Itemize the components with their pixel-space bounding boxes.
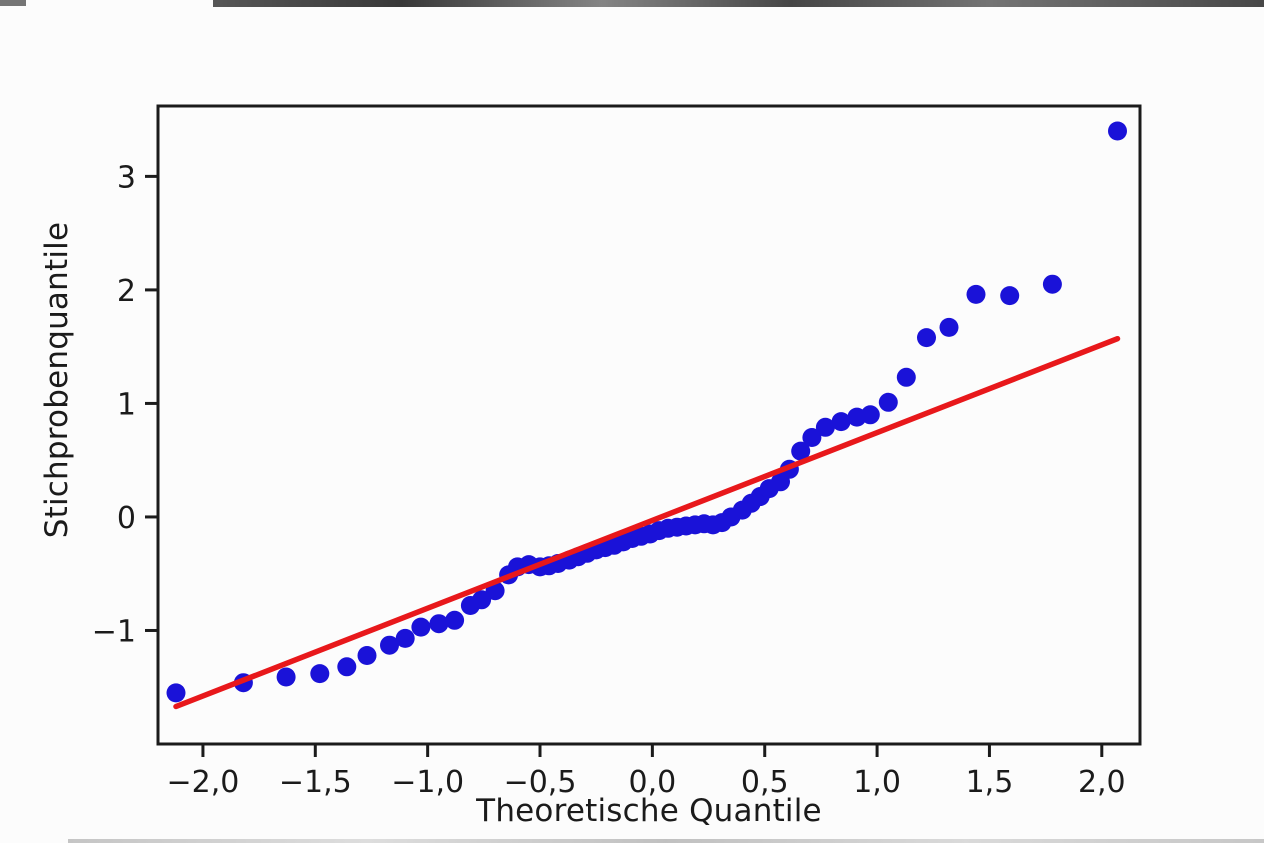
scan-artifact-top	[213, 0, 1264, 7]
data-point	[896, 367, 916, 387]
data-point	[380, 635, 399, 655]
data-point	[831, 412, 851, 432]
data-point	[939, 317, 959, 337]
data-point	[337, 657, 357, 677]
data-point	[411, 617, 431, 637]
y-tick-label: 1	[117, 387, 136, 422]
data-point	[917, 328, 936, 348]
data-point	[276, 667, 296, 687]
data-point	[966, 284, 986, 304]
y-tick-label: −1	[92, 614, 136, 649]
data-point	[1000, 286, 1020, 306]
x-tick-label: −1,0	[391, 765, 464, 800]
y-tick-label: 2	[117, 274, 136, 309]
x-tick-label: −1,5	[279, 765, 352, 800]
data-point	[860, 405, 880, 425]
data-point	[445, 610, 465, 630]
data-point	[878, 392, 898, 412]
x-tick-label: 0,5	[741, 765, 789, 800]
y-tick-label: 3	[117, 160, 136, 195]
y-axis-title: Stichprobenquantile	[39, 221, 75, 539]
x-tick-label: 0,0	[629, 765, 677, 800]
reference-line	[173, 335, 1121, 710]
data-point	[1108, 121, 1127, 141]
x-tick-label: −2,0	[167, 765, 240, 800]
data-point	[472, 590, 492, 610]
x-tick-label: 1,0	[853, 765, 901, 800]
data-point	[429, 614, 449, 634]
x-tick-label: 2,0	[1078, 765, 1126, 800]
plot-frame	[156, 104, 1142, 746]
y-tick-label: 0	[117, 501, 136, 536]
data-point	[166, 683, 186, 703]
data-point	[815, 417, 835, 437]
scan-artifact-bottom	[68, 839, 1264, 843]
x-tick-label: −0,5	[504, 765, 577, 800]
data-point	[1042, 274, 1062, 294]
data-point	[395, 628, 415, 648]
data-point	[310, 664, 330, 684]
data-point	[802, 428, 822, 447]
x-tick-label: 1,5	[966, 765, 1014, 800]
x-axis-title: Theoretische Quantile	[476, 793, 822, 829]
data-point	[357, 646, 377, 665]
scan-artifact-top-corner	[0, 0, 26, 6]
data-point	[791, 441, 811, 461]
